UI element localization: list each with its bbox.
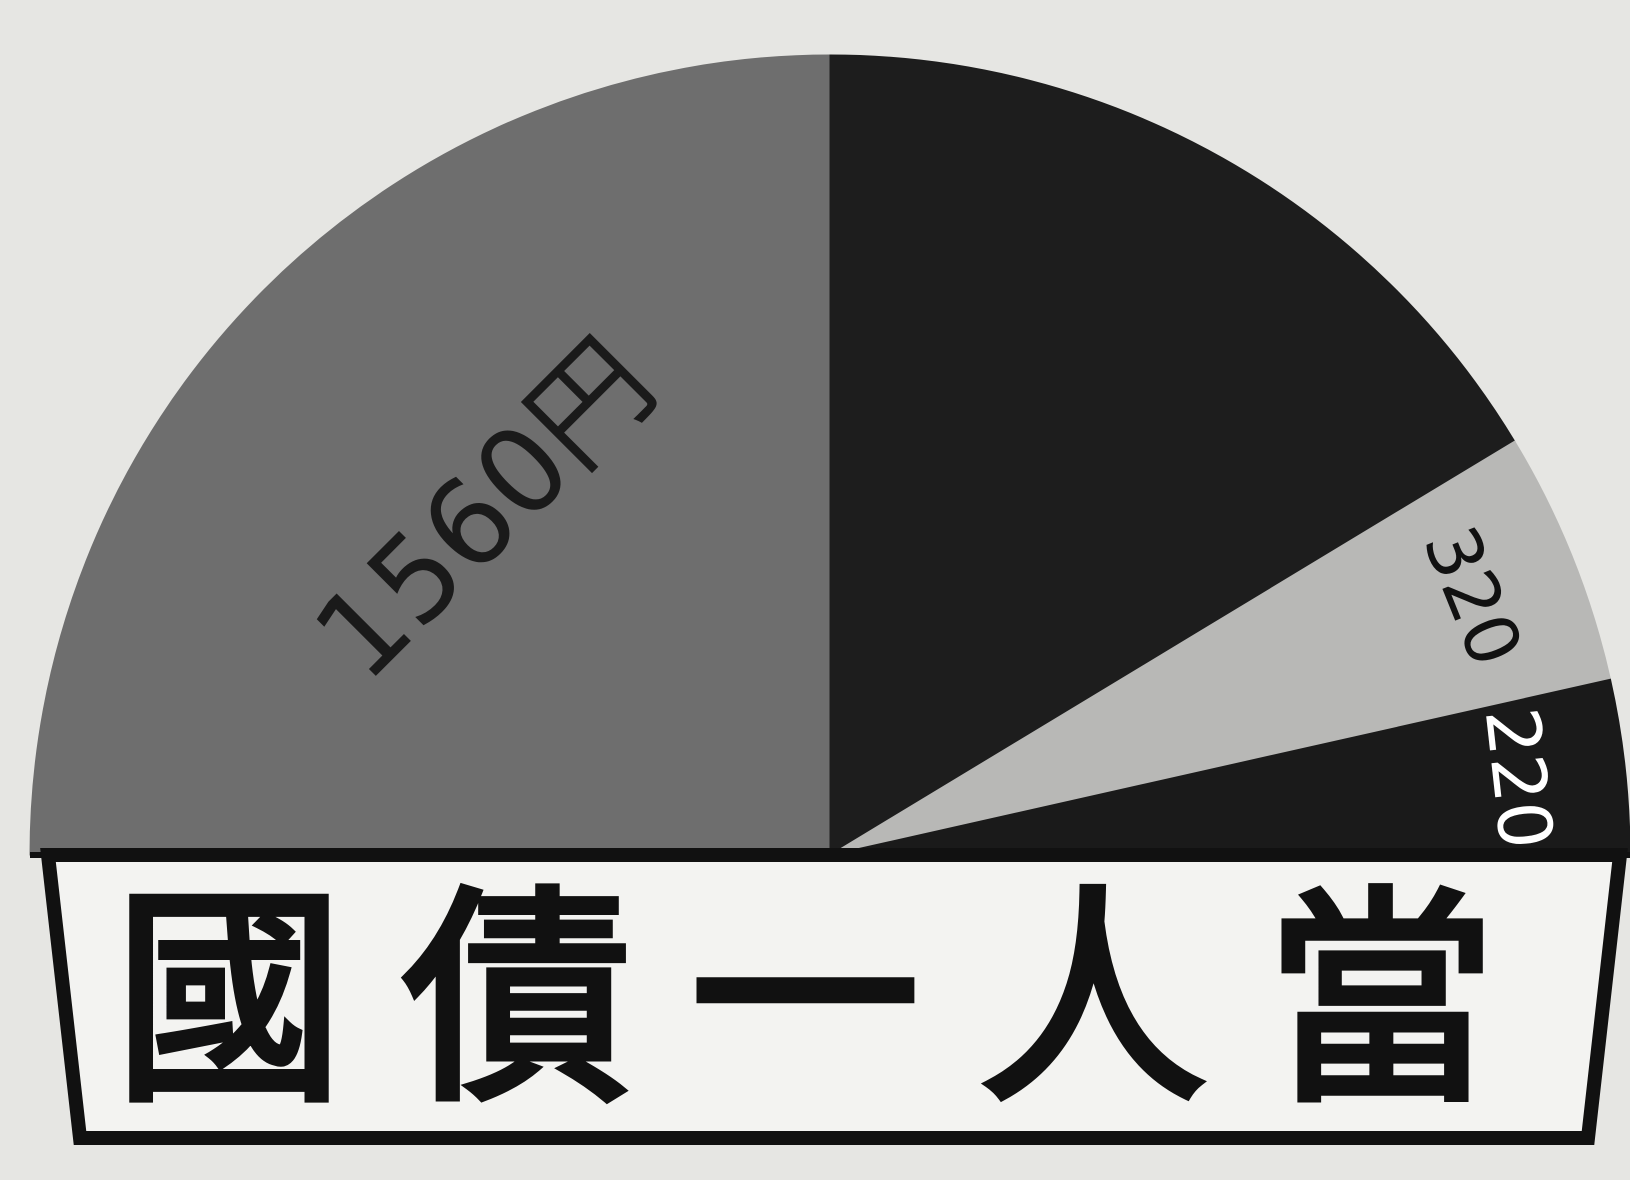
- pie-slice-3: [829, 440, 1612, 856]
- slice-label-4: 220: [1468, 704, 1569, 854]
- pie-slice-1: [29, 54, 831, 856]
- title-banner-frame: [40, 848, 1628, 1145]
- title-banner: 國債一人當: [40, 848, 1628, 1145]
- chart-title: 國債一人當: [114, 865, 1554, 1135]
- pie-slice-2: [829, 54, 1516, 856]
